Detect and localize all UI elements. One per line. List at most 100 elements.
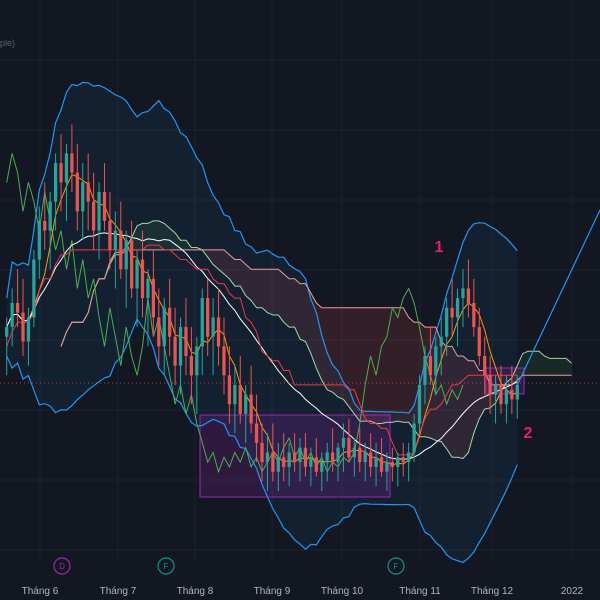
cloud-segment — [262, 269, 268, 313]
cloud-segment — [549, 358, 556, 376]
candle-body — [330, 452, 335, 463]
x-tick-label: Tháng 8 — [177, 586, 214, 597]
ichimoku-span-a-line — [60, 220, 572, 460]
event-badge[interactable]: F — [387, 557, 405, 575]
candle-body — [320, 462, 324, 472]
cloud-segment — [446, 346, 453, 458]
candle-body — [298, 447, 302, 463]
projection-line — [516, 209, 600, 386]
cloud-segment — [327, 307, 333, 393]
candle-body — [211, 317, 215, 337]
cloud-segment — [376, 307, 382, 424]
cloud-segment — [544, 356, 550, 376]
cloud-segment — [316, 302, 322, 381]
candle-body — [439, 336, 443, 347]
cloud-segment — [533, 351, 540, 376]
candle-body — [81, 182, 85, 212]
candle-body — [341, 438, 346, 448]
cloud-segment — [142, 223, 148, 250]
cloud-segment — [240, 259, 246, 296]
candle-body — [48, 201, 52, 231]
cloud-segment — [245, 264, 252, 301]
candle-body — [102, 192, 107, 221]
candle-body — [260, 442, 264, 463]
cloud-segment — [223, 249, 230, 279]
candle-body — [200, 298, 204, 347]
cloud-segment — [338, 307, 344, 400]
candle-body — [26, 317, 31, 342]
event-badge[interactable]: D — [53, 557, 71, 575]
candle-body — [108, 220, 112, 250]
cloud-segment — [310, 293, 317, 369]
candle-body — [238, 384, 242, 414]
candle-body — [303, 447, 308, 467]
cloud-segment — [479, 370, 485, 419]
candle-body — [184, 327, 188, 356]
candle-body — [265, 452, 270, 463]
candle-body — [15, 302, 20, 313]
candle-body — [396, 457, 400, 467]
candle-body — [249, 394, 253, 424]
candle-body — [510, 389, 514, 400]
candle-body — [130, 240, 134, 289]
x-axis: Tháng 6 Tháng 7 Tháng 8 Tháng 9 Tháng 10 Thán… — [22, 586, 584, 597]
cloud-segment — [207, 249, 214, 265]
cloud-segment — [473, 360, 480, 434]
cloud-segment — [517, 353, 523, 381]
cloud-segment — [218, 249, 224, 274]
event-badge[interactable]: F — [157, 557, 175, 575]
candle-body — [227, 375, 232, 405]
cloud-segment — [272, 269, 279, 315]
candle-body — [86, 182, 90, 202]
lagging-span-line — [6, 153, 464, 474]
badge-label: D — [59, 562, 65, 571]
x-tick-label: Tháng 12 — [471, 586, 514, 597]
candle-body — [32, 259, 36, 318]
cloud-segment — [267, 269, 273, 315]
x-tick-label: Tháng 9 — [254, 586, 291, 597]
x-tick-label: Tháng 6 — [22, 586, 59, 597]
candle-body — [336, 447, 340, 463]
candle-body — [75, 172, 79, 212]
candle-body — [216, 317, 221, 347]
cloud-segment — [560, 358, 567, 376]
candle-body — [363, 452, 367, 463]
candle-body — [434, 346, 438, 376]
candle-body — [488, 375, 492, 395]
candle-body — [287, 452, 291, 467]
candle-body — [477, 327, 481, 356]
candle-body — [417, 384, 422, 424]
cloud-segment — [332, 307, 339, 397]
candle-body — [515, 384, 519, 400]
bollinger-upper-line — [6, 81, 518, 414]
cloud-segment — [305, 283, 311, 354]
candle-body — [91, 201, 96, 231]
cloud-segment — [468, 360, 474, 453]
candle-body — [189, 356, 194, 376]
candle-body — [358, 447, 362, 463]
cloud-segment — [528, 351, 534, 376]
cloud-segment — [153, 220, 159, 250]
cloud-segment — [365, 307, 371, 422]
candle-body — [445, 307, 449, 337]
candle-body — [276, 457, 280, 472]
badge-circle — [157, 557, 175, 575]
cloud-segment — [452, 346, 458, 458]
cloud-segment — [289, 278, 295, 328]
candle-body — [140, 259, 145, 299]
candle-body — [390, 462, 394, 467]
x-tick-label: Tháng 7 — [100, 586, 137, 597]
baseline-line — [6, 244, 518, 456]
candle-body — [407, 452, 411, 463]
candle-body — [113, 230, 117, 250]
cloud-segment — [251, 269, 257, 308]
cloud-segment — [321, 307, 328, 390]
candle-body — [135, 259, 139, 289]
candle-body — [483, 356, 487, 376]
candle-body — [195, 346, 199, 376]
candle-body — [157, 317, 161, 347]
candle-body — [472, 302, 476, 328]
candle-body — [222, 346, 226, 376]
